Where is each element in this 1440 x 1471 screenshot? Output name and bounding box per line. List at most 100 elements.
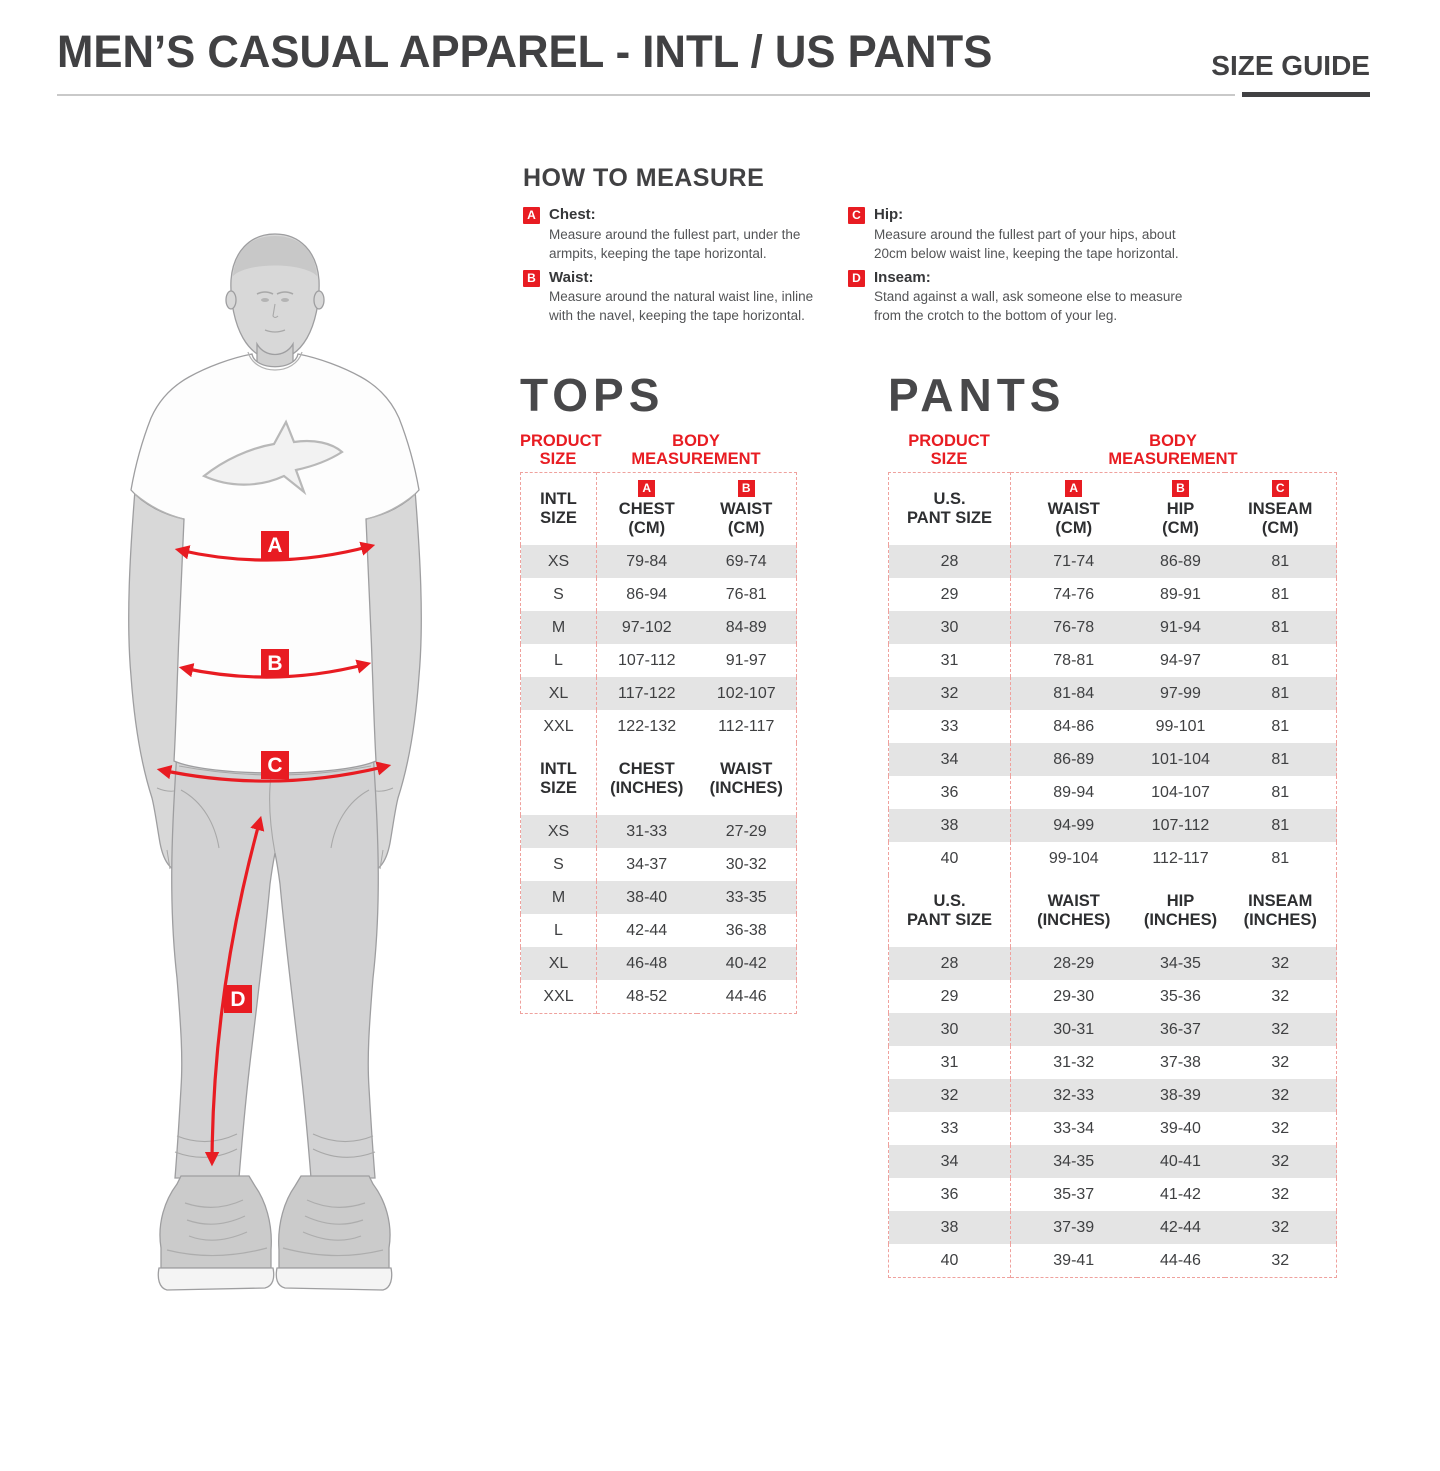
- measure-label: Inseam:: [874, 268, 931, 286]
- table-row: M 97-102 84-89: [520, 611, 797, 645]
- table-cell: 41-42: [1160, 1185, 1201, 1203]
- tops-cm-header-row: INTL SIZE A CHEST (CM) B WAIST (CM): [520, 472, 797, 546]
- pants-column-group-headers: PRODUCT SIZE BODY MEASUREMENT: [888, 432, 1337, 469]
- letter-badge-a: A: [1065, 480, 1083, 498]
- pants-illustration: [171, 751, 379, 1179]
- table-row: S 86-94 76-81: [520, 578, 797, 612]
- measure-label: Hip:: [874, 206, 904, 223]
- how-to-measure-heading: HOW TO MEASURE: [523, 164, 765, 192]
- table-cell: 34-35: [1053, 1152, 1095, 1170]
- table-cell: 39-41: [1053, 1251, 1095, 1269]
- table-cell: 112-117: [718, 717, 775, 735]
- table-cell: S: [520, 578, 597, 612]
- table-row: 30 30-31 36-37 32: [888, 1013, 1337, 1047]
- tops-inches-rows: XS 31-33 27-29 S 34-37 30-32 M 38-40 33-35 L 42-44…: [520, 815, 797, 1014]
- chest-arrow: [174, 541, 376, 562]
- body-measurement-header: BODY MEASUREMENT: [1108, 432, 1238, 469]
- table-row: 40 99-104 112-117 81: [888, 842, 1337, 876]
- table-row: XL 46-48 40-42: [520, 947, 797, 981]
- table-row: XS 31-33 27-29: [520, 815, 797, 849]
- table-cell: 38: [888, 809, 1011, 843]
- table-cell: 99-101: [1155, 717, 1206, 735]
- letter-badge-c: C: [1271, 480, 1289, 498]
- table-cell: M: [520, 881, 597, 915]
- table-row: 33 33-34 39-40 32: [888, 1112, 1337, 1146]
- col-header-waist-inches: WAIST (INCHES): [709, 760, 783, 798]
- table-cell: 28: [888, 947, 1011, 981]
- table-cell: XXL: [520, 980, 597, 1014]
- table-cell: 30-31: [1053, 1020, 1095, 1038]
- col-header-us-pant-size: U.S. PANT SIZE: [888, 875, 1011, 948]
- table-row: 29 74-76 89-91 81: [888, 578, 1337, 612]
- table-cell: 71-74: [1053, 552, 1095, 570]
- table-cell: 69-74: [725, 552, 767, 570]
- page-title: MEN’S CASUAL APPAREL - INTL / US PANTS: [57, 26, 993, 77]
- table-row: 38 37-39 42-44 32: [888, 1211, 1337, 1245]
- table-cell: 81: [1271, 783, 1290, 801]
- measure-description: Measure around the natural waist line, i…: [549, 289, 814, 324]
- how-to-measure-section: HOW TO MEASURE A Chest: Measure around t…: [523, 164, 1223, 331]
- table-row: L 107-112 91-97: [520, 644, 797, 678]
- table-cell: 32: [1271, 1218, 1290, 1236]
- table-cell: 32: [1271, 1251, 1290, 1269]
- letter-badge-d: D: [848, 269, 865, 287]
- table-cell: 37-39: [1053, 1218, 1095, 1236]
- table-cell: 91-97: [725, 651, 767, 669]
- measure-description: Measure around the fullest part, under t…: [549, 226, 801, 261]
- table-row: 34 34-35 40-41 32: [888, 1145, 1337, 1179]
- table-cell: 102-107: [716, 684, 776, 702]
- tops-column-group-headers: PRODUCT SIZE BODY MEASUREMENT: [520, 432, 797, 469]
- table-cell: 94-99: [1053, 816, 1095, 834]
- body-measurement-header: BODY MEASUREMENT: [631, 432, 761, 469]
- tops-inches-header-row: INTL SIZE CHEST (INCHES) WAIST (INCHES): [520, 743, 797, 816]
- table-cell: 34: [888, 1145, 1011, 1179]
- product-size-header: PRODUCT SIZE: [908, 432, 990, 469]
- table-cell: 107-112: [1151, 816, 1210, 834]
- tops-cm-rows: XS 79-84 69-74 S 86-94 76-81 M 97-102 84-89 L 107-…: [520, 545, 797, 744]
- table-cell: L: [520, 914, 597, 948]
- shirt-logo: [201, 419, 344, 496]
- table-cell: 117-122: [617, 684, 676, 702]
- table-cell: 101-104: [1151, 750, 1210, 768]
- measurement-letter-badges: A B C D: [224, 531, 289, 1013]
- letter-badge-a: A: [638, 480, 656, 498]
- col-header-chest-cm: A CHEST (CM): [618, 480, 675, 538]
- table-cell: 40: [888, 1244, 1011, 1278]
- table-cell: 31: [888, 644, 1011, 678]
- table-cell: 81-84: [1053, 684, 1095, 702]
- letter-badge-a: A: [523, 207, 540, 224]
- col-header-waist-inches: WAIST (INCHES): [1037, 892, 1111, 930]
- table-cell: 86-89: [1160, 552, 1201, 570]
- table-cell: 84-89: [725, 618, 767, 636]
- tops-section: TOPS PRODUCT SIZE BODY MEASUREMENT INTL …: [520, 368, 797, 1014]
- measure-item-waist: B Waist: Measure around the natural wais…: [523, 269, 848, 332]
- table-cell: 48-52: [626, 987, 668, 1005]
- pants-heading: PANTS: [888, 369, 1066, 421]
- col-header-chest-inches: CHEST (INCHES): [610, 760, 684, 798]
- table-cell: 89-94: [1053, 783, 1095, 801]
- table-cell: 36-38: [725, 921, 767, 939]
- table-cell: XS: [520, 815, 597, 849]
- table-cell: 78-81: [1053, 651, 1095, 669]
- measure-item-chest: A Chest: Measure around the fullest part…: [523, 206, 848, 269]
- letter-badge-b: B: [1172, 480, 1189, 498]
- table-row: XXL 48-52 44-46: [520, 980, 797, 1014]
- table-cell: 34-35: [1160, 954, 1201, 972]
- table-cell: 29: [888, 980, 1011, 1014]
- table-cell: 32: [1271, 1152, 1290, 1170]
- table-cell: S: [520, 848, 597, 882]
- table-cell: 30: [888, 1013, 1011, 1047]
- table-cell: 112-117: [1152, 849, 1209, 867]
- pants-size-table: U.S. PANT SIZE A WAIST (CM) B HIP (CM) C…: [888, 471, 1337, 1278]
- table-cell: 34-37: [626, 855, 668, 873]
- col-header-waist-cm: B WAIST (CM): [720, 480, 773, 538]
- table-cell: 38-40: [626, 888, 668, 906]
- table-cell: 42-44: [1160, 1218, 1201, 1236]
- col-header-us-pant-size: U.S. PANT SIZE: [888, 472, 1011, 546]
- pants-cm-rows: 28 71-74 86-89 81 29 74-76 89-91 81 30 76-78 91-94…: [888, 545, 1337, 876]
- letter-badge-c: C: [848, 207, 865, 224]
- table-cell: 31-33: [626, 822, 668, 840]
- table-cell: 89-91: [1160, 585, 1201, 603]
- col-header-waist-cm: A WAIST (CM): [1047, 480, 1100, 538]
- header-divider-accent: [1242, 92, 1370, 97]
